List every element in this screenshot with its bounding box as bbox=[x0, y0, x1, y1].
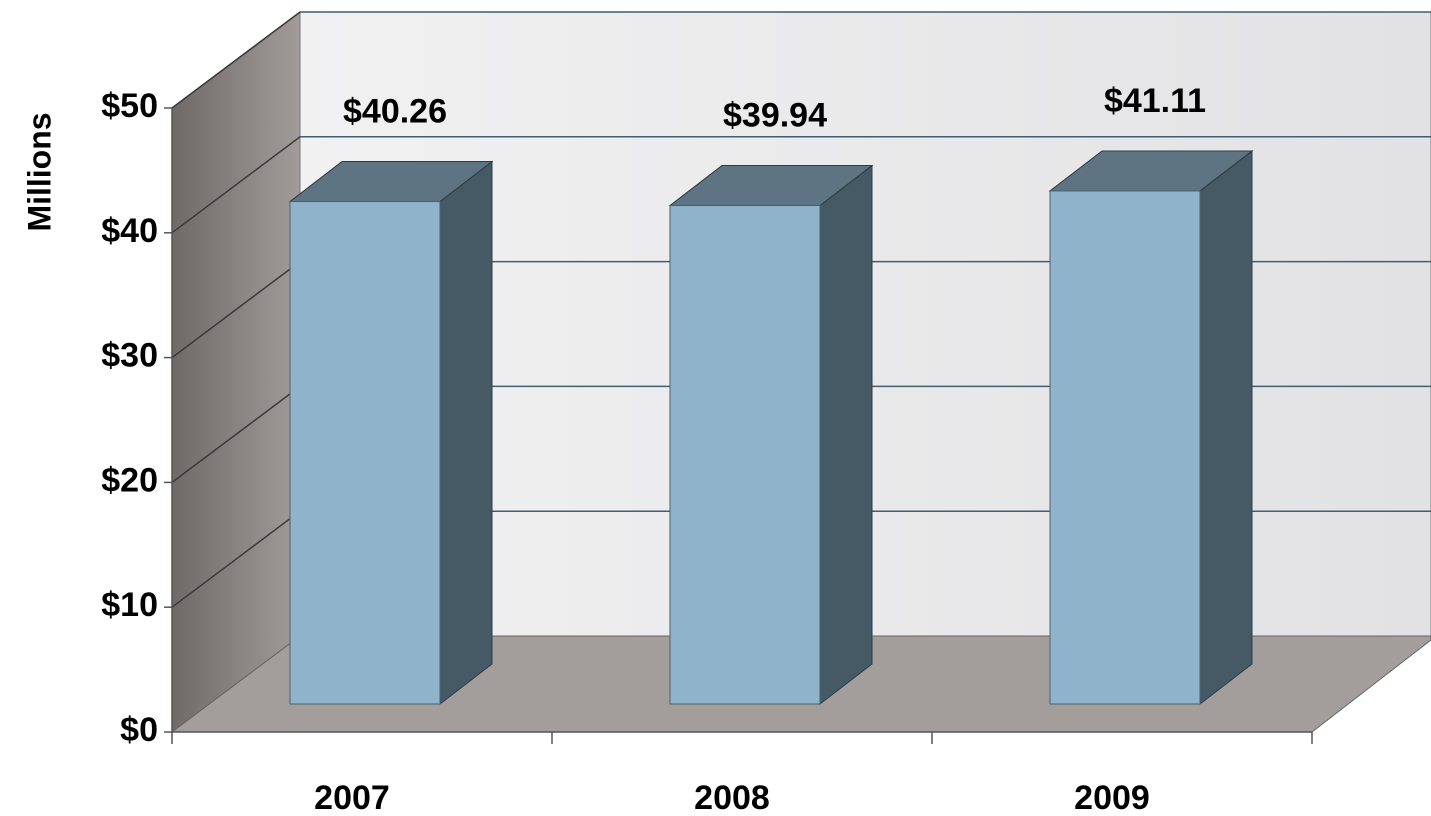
y-axis: $0 $10 $20 $30 $40 $50 bbox=[101, 87, 1313, 749]
bar-2008 bbox=[669, 205, 821, 705]
bars bbox=[288, 149, 1254, 706]
x-tick-label: 2007 bbox=[314, 779, 390, 816]
x-tick-label: 2009 bbox=[1074, 779, 1150, 816]
y-axis-title: Millions bbox=[21, 112, 57, 231]
bar-2007 bbox=[289, 201, 441, 705]
y-tick-label: $50 bbox=[101, 87, 158, 125]
gridline-side bbox=[171, 261, 301, 359]
bar-side bbox=[1199, 149, 1253, 706]
gridline-side bbox=[171, 385, 301, 483]
gridline-side bbox=[171, 510, 301, 608]
x-tick-label: 2008 bbox=[694, 779, 770, 816]
data-label: $39.94 bbox=[723, 97, 827, 135]
gridline-side bbox=[171, 11, 301, 109]
y-tick-label: $0 bbox=[120, 711, 158, 749]
y-tick-label: $40 bbox=[101, 212, 158, 250]
bar-side bbox=[439, 160, 493, 706]
gridline-side bbox=[171, 136, 301, 234]
bar-side bbox=[819, 164, 873, 706]
data-label: $41.11 bbox=[1104, 82, 1206, 120]
labels: $40.26 2007 $39.94 2008 $41.11 2009 bbox=[314, 82, 1206, 816]
side-wall bbox=[171, 11, 301, 733]
data-label: $40.26 bbox=[343, 93, 447, 131]
y-tick-label: $30 bbox=[101, 337, 158, 375]
y-tick-label: $10 bbox=[101, 586, 158, 624]
y-tick-label: $20 bbox=[101, 461, 158, 499]
bar-2009 bbox=[1049, 190, 1201, 705]
